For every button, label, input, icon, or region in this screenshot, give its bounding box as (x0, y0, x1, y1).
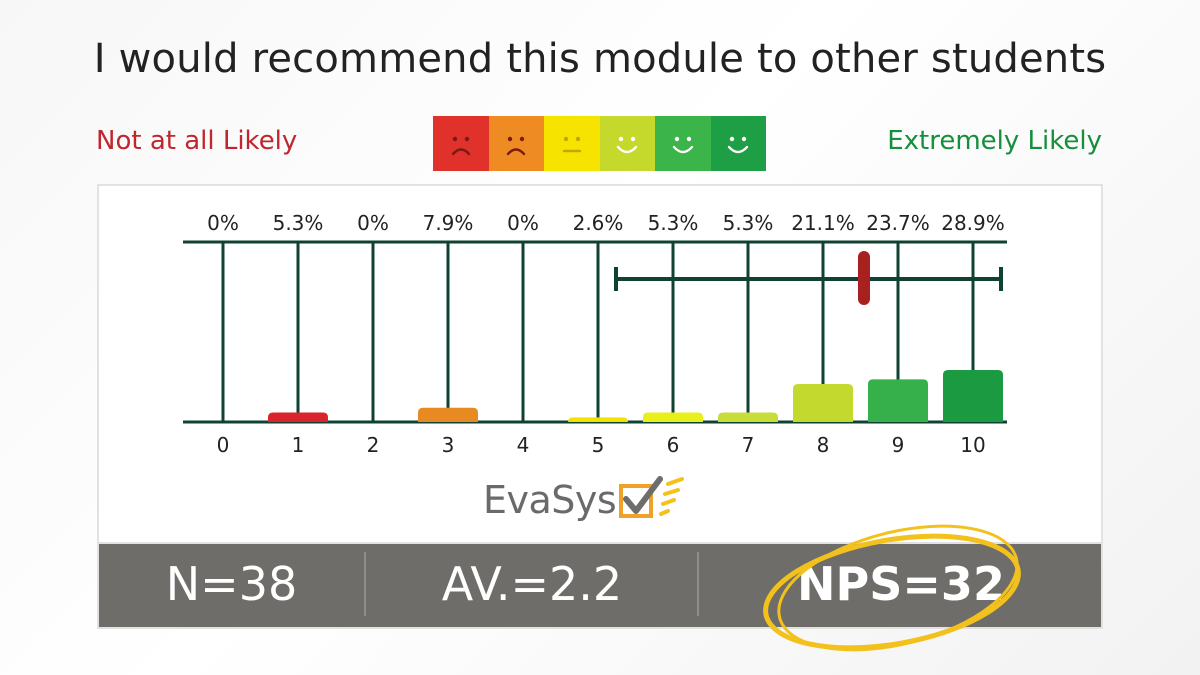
smile-icon (728, 136, 749, 153)
tick-label: 4 (517, 433, 530, 457)
bar-chart: 0% 5.3% 0% 7.9% 0% 2.6% 5.3% 5.3% 21.1% 23.7% 28.9… (183, 211, 1007, 457)
tick-label: 6 (667, 433, 680, 457)
scale-face-0 (433, 116, 489, 171)
value-label: 0% (507, 211, 539, 235)
scale-face-3 (599, 116, 655, 171)
scale-left-label: Not at all Likely (96, 126, 298, 156)
nps-highlight-circle (763, 524, 1021, 652)
neutral-face-icon (562, 136, 581, 152)
scale-face-5 (710, 116, 766, 171)
frown-icon (507, 136, 526, 155)
smiley-scale (433, 116, 766, 171)
chart-title: I would recommend this module to other s… (93, 36, 1107, 82)
mean-marker (857, 251, 870, 305)
tick-label: 0 (217, 433, 230, 457)
stat-count: N=38 (165, 557, 298, 611)
value-label: 5.3% (273, 211, 324, 235)
stat-nps: NPS=32 (797, 557, 1005, 611)
tick-label: 5 (592, 433, 605, 457)
smile-icon (672, 136, 693, 153)
logo-text: EvaSys (483, 478, 617, 522)
value-label: 7.9% (423, 211, 474, 235)
value-label: 0% (207, 211, 239, 235)
value-label: 5.3% (723, 211, 774, 235)
scale-face-1 (488, 116, 544, 171)
bar-7 (718, 412, 778, 422)
bar-1 (268, 412, 328, 422)
tick-label: 8 (817, 433, 830, 457)
bar-8 (793, 384, 853, 422)
tick-label: 3 (442, 433, 455, 457)
tick-label: 10 (960, 433, 985, 457)
frown-icon (451, 136, 470, 155)
tick-label: 1 (292, 433, 305, 457)
value-label: 21.1% (791, 211, 855, 235)
tick-label: 9 (892, 433, 905, 457)
checkbox-logo-icon (619, 476, 685, 518)
value-label: 0% (357, 211, 389, 235)
scale-face-4 (655, 116, 711, 171)
tick-label: 2 (367, 433, 380, 457)
bar-3 (418, 407, 478, 422)
value-label: 5.3% (648, 211, 699, 235)
bar-10 (943, 369, 1003, 422)
stat-average: AV.=2.2 (441, 557, 623, 611)
value-label: 2.6% (573, 211, 624, 235)
stats-bar: N=38 AV.=2.2 NPS=32 (97, 544, 1103, 629)
bar-9 (868, 379, 928, 422)
tick-label: 7 (742, 433, 755, 457)
value-label: 23.7% (866, 211, 930, 235)
stat-divider (697, 552, 699, 616)
stat-divider (364, 552, 366, 616)
smile-icon (617, 136, 638, 153)
evasys-logo: EvaSys (483, 475, 696, 525)
scale-face-2 (544, 116, 600, 171)
chart-panel: 0% 5.3% 0% 7.9% 0% 2.6% 5.3% 5.3% 21.1% 23.7% 28.9… (97, 184, 1103, 544)
value-label: 28.9% (941, 211, 1005, 235)
bar-6 (643, 412, 703, 422)
scale-right-label: Extremely Likely (887, 126, 1102, 156)
bar-5 (568, 417, 628, 423)
